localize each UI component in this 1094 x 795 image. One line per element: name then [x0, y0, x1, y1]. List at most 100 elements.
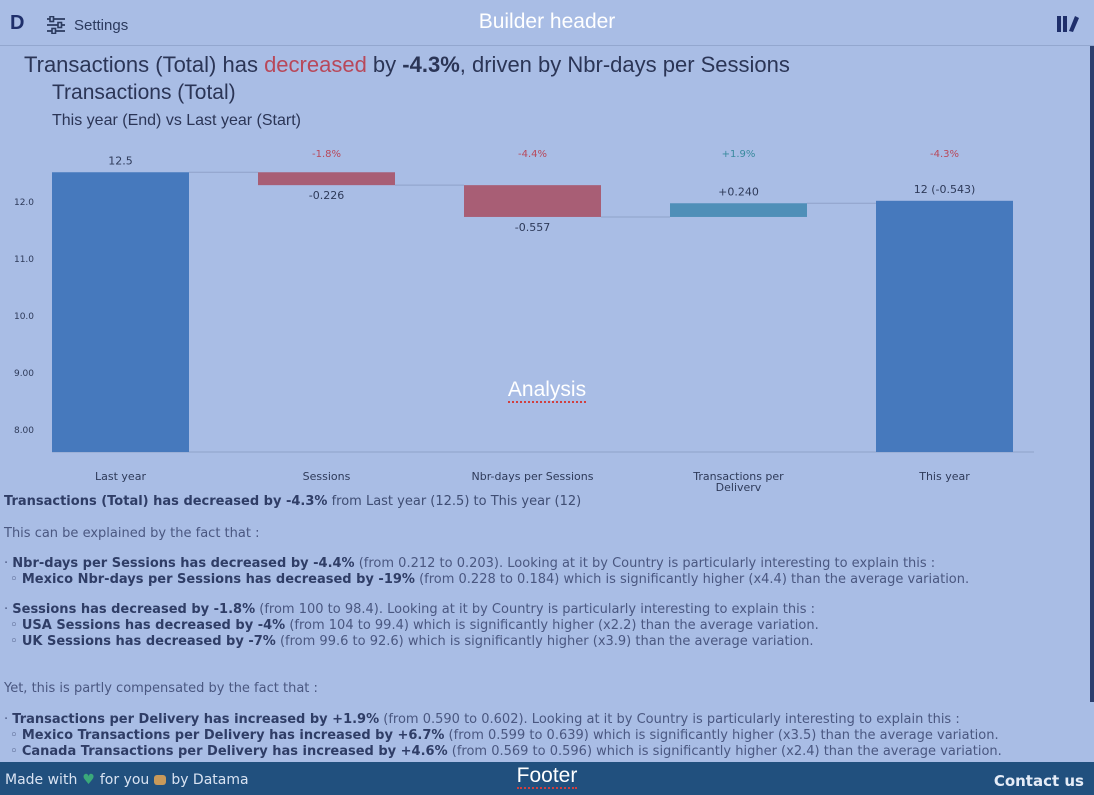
- bullet-by: by +6.7%: [370, 728, 445, 743]
- bullet-rest: (from 99.6 to 92.6) which is significant…: [275, 634, 814, 649]
- data-label: 12 (-0.543): [914, 183, 976, 196]
- bullet-rest: (from 0.569 to 0.596) which is significa…: [447, 744, 1002, 759]
- bullet-rest: (from 0.599 to 0.639) which is significa…: [444, 728, 999, 743]
- bullet-by: by -4%: [230, 618, 286, 633]
- category-label: Sessions: [303, 470, 351, 483]
- data-label: -0.226: [309, 189, 344, 202]
- pct-change-label: -1.8%: [312, 149, 341, 160]
- summary-subject: Transactions (Total) has: [4, 494, 184, 509]
- y-tick-label: 8.00: [14, 426, 34, 436]
- y-tick-label: 11.0: [14, 255, 34, 265]
- bullet-lead: Transactions per Delivery has: [12, 712, 235, 727]
- headline-driver: , driven by Nbr-days per Sessions: [459, 52, 790, 77]
- scrollbar[interactable]: [1090, 46, 1094, 702]
- compensated-intro: Yet, this is partly compensated by the f…: [4, 681, 318, 696]
- sub-bullet-item: ◦ USA Sessions has decreased by -4% (fro…: [10, 618, 819, 633]
- footer: Made with ♥ for you by Datama Footer Con…: [0, 762, 1094, 795]
- sub-bullet-item: ◦ Canada Transactions per Delivery has i…: [10, 744, 1002, 759]
- heart-icon: ♥: [82, 772, 95, 788]
- footer-label-text: Footer: [516, 764, 578, 789]
- sub-bullet-item: ◦ UK Sessions has decreased by -7% (from…: [10, 634, 814, 649]
- sub-bullet-item: ◦ Mexico Nbr-days per Sessions has decre…: [10, 572, 970, 587]
- y-tick-label: 9.00: [14, 369, 34, 379]
- bullet-rest: (from 0.590 to 0.602). Looking at it by …: [379, 712, 960, 727]
- category-label: Nbr-days per Sessions: [472, 470, 594, 483]
- bullet-by: by -1.8%: [186, 602, 256, 617]
- category-label: Deliverv: [716, 481, 762, 494]
- bullet-lead: Sessions has: [12, 602, 112, 617]
- bullet-by: by -4.4%: [286, 556, 355, 571]
- footer-label: Footer: [0, 764, 1094, 789]
- bullet-rest: (from 0.228 to 0.184) which is significa…: [414, 572, 970, 587]
- bullet-rest: (from 0.212 to 0.203). Looking at it by …: [354, 556, 936, 571]
- headline-text-by: by: [366, 52, 403, 77]
- bullet-rest: (from 104 to 99.4) which is significantl…: [285, 618, 819, 633]
- summary-direction: decreased: [183, 494, 260, 509]
- insight-headline: Transactions (Total) has decreased by -4…: [24, 52, 790, 78]
- data-label: -0.557: [515, 221, 550, 234]
- bullet-by: by +1.9%: [305, 712, 380, 727]
- data-label: 12.5: [108, 154, 133, 167]
- bullet-lead: Canada Transactions per Delivery has: [21, 744, 303, 759]
- for-you-label: for you: [99, 772, 150, 788]
- bullet-direction: increased: [302, 744, 374, 759]
- analysis-label: Analysis: [0, 378, 1094, 403]
- summary-rest: from Last year (12.5) to This year (12): [327, 494, 582, 509]
- bullet-lead: Mexico Transactions per Delivery has: [21, 728, 300, 743]
- bullet-rest: (from 100 to 98.4). Looking at it by Cou…: [255, 602, 816, 617]
- pct-change-label: +1.9%: [722, 149, 756, 160]
- y-tick-label: 12.0: [14, 198, 34, 208]
- category-label: This year: [918, 470, 970, 483]
- settings-button[interactable]: Settings: [46, 16, 128, 34]
- pct-change-label: -4.4%: [518, 149, 547, 160]
- summary-text: Transactions (Total) has decreased by -4…: [4, 494, 581, 509]
- waterfall-bar: [464, 185, 601, 217]
- category-label: Last year: [95, 470, 146, 483]
- made-with-text: Made with ♥ for you by Datama: [5, 772, 249, 788]
- builder-header-label: Builder header: [478, 10, 616, 33]
- bullet-item: · Transactions per Delivery has increase…: [4, 712, 960, 727]
- headline-direction: decreased: [264, 52, 367, 77]
- headline-text: Transactions (Total) has: [24, 52, 265, 77]
- bullet-direction: decreased: [210, 556, 287, 571]
- bullet-lead: USA Sessions has: [21, 618, 156, 633]
- pct-change-label: -4.3%: [930, 149, 959, 160]
- app-logo[interactable]: D: [10, 12, 25, 34]
- bullet-direction: decreased: [111, 602, 187, 617]
- handshake-icon: [154, 775, 167, 785]
- y-tick-label: 10.0: [14, 312, 34, 322]
- chart-subtitle: This year (End) vs Last year (Start): [52, 112, 301, 129]
- bullet-direction: increased: [299, 728, 371, 743]
- bullet-lead: Nbr-days per Sessions has: [12, 556, 211, 571]
- made-with-label: Made with: [5, 772, 78, 788]
- settings-label: Settings: [74, 16, 129, 34]
- bullet-by: by +4.6%: [373, 744, 448, 759]
- bullet-item: · Sessions has decreased by -1.8% (from …: [4, 602, 816, 617]
- headline-value: -4.3%: [402, 52, 460, 77]
- builder-header: D Settings Builder header: [0, 0, 1094, 46]
- summary-by: by -4.3%: [259, 494, 328, 509]
- data-label: +0.240: [718, 185, 759, 198]
- analysis-label-text: Analysis: [507, 378, 587, 403]
- by-datama-label: by Datama: [171, 772, 249, 788]
- chart-title: Transactions (Total): [52, 81, 236, 104]
- bullet-direction: decreased: [155, 618, 231, 633]
- bullet-lead: UK Sessions has: [21, 634, 146, 649]
- bullet-by: by -7%: [221, 634, 276, 649]
- sliders-icon: [47, 16, 65, 34]
- waterfall-bar: [876, 200, 1013, 452]
- category-label: Transactions per: [692, 470, 784, 483]
- bullet-by: by -19%: [351, 572, 415, 587]
- waterfall-bar: [670, 203, 807, 217]
- waterfall-bar: [52, 172, 189, 452]
- bullet-item: · Nbr-days per Sessions has decreased by…: [4, 556, 936, 571]
- bullet-direction: decreased: [275, 572, 352, 587]
- explained-intro: This can be explained by the fact that :: [4, 526, 260, 541]
- waterfall-chart: 12.0 11.0 10.0 9.00 8.00 12.5 Last year -0.226 -…: [14, 149, 1034, 494]
- waterfall-bar: [258, 172, 395, 186]
- contact-us-link[interactable]: Contact us: [993, 772, 1084, 790]
- library-icon[interactable]: [1056, 15, 1080, 33]
- bullet-lead: Mexico Nbr-days per Sessions has: [21, 572, 276, 587]
- bullet-direction: increased: [234, 712, 306, 727]
- sub-bullet-item: ◦ Mexico Transactions per Delivery has i…: [10, 728, 999, 743]
